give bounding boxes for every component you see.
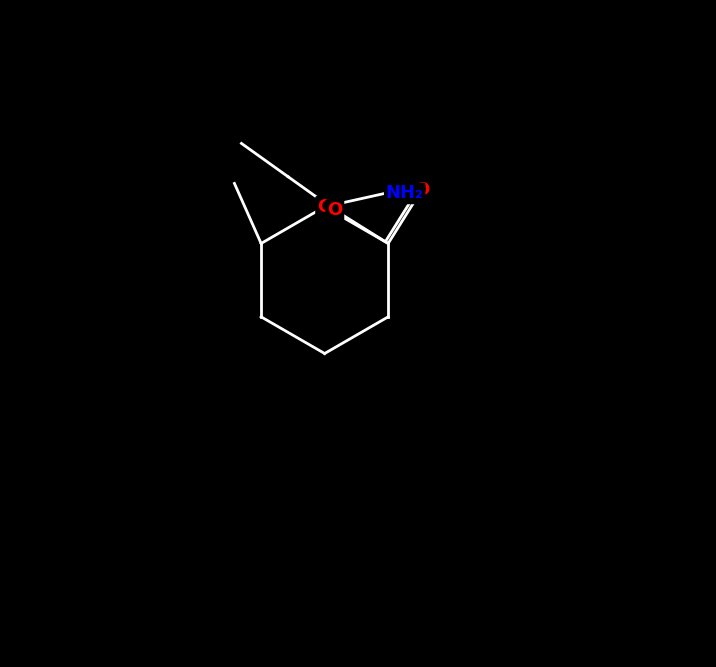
Text: NH₂: NH₂ (386, 185, 424, 202)
Text: O: O (317, 198, 332, 215)
Text: O: O (414, 181, 429, 199)
Text: O: O (327, 201, 342, 219)
